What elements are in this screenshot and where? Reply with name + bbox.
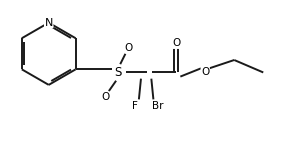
- Text: Br: Br: [152, 101, 163, 111]
- Text: O: O: [201, 67, 209, 77]
- Text: S: S: [114, 66, 122, 79]
- Text: O: O: [124, 43, 133, 53]
- Text: O: O: [102, 92, 110, 102]
- Text: O: O: [172, 38, 180, 48]
- Text: F: F: [132, 101, 138, 111]
- Text: N: N: [45, 18, 53, 28]
